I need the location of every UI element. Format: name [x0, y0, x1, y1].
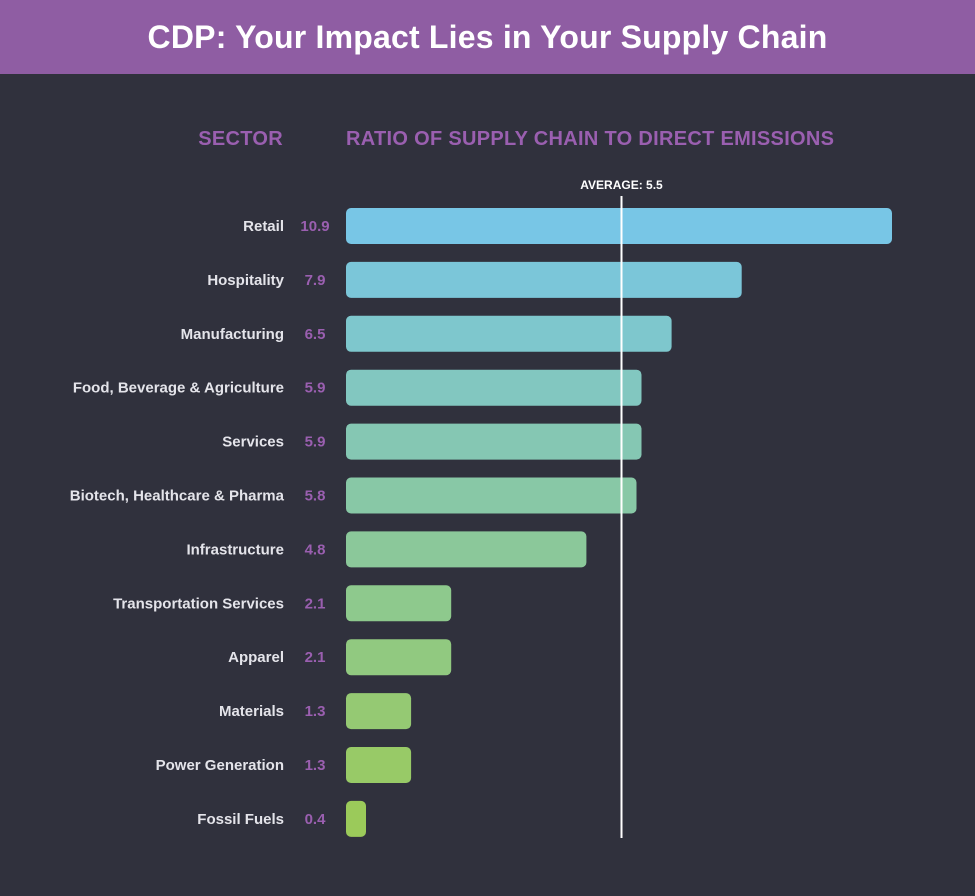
bar-8 [346, 639, 452, 676]
bar-6 [346, 531, 587, 568]
value-label: 1.3 [305, 703, 326, 720]
category-label: Infrastructure [186, 541, 284, 558]
bar-9 [346, 693, 412, 730]
category-label: Food, Beverage & Agriculture [73, 380, 284, 397]
category-label: Manufacturing [181, 326, 284, 343]
category-label: Power Generation [156, 757, 284, 774]
bar-7 [346, 585, 452, 622]
bar-4 [346, 423, 642, 460]
bar-2 [346, 315, 672, 352]
chart-title: CDP: Your Impact Lies in Your Supply Cha… [147, 18, 828, 55]
bar-5 [346, 477, 637, 514]
value-label: 7.9 [305, 272, 326, 289]
value-label: 4.8 [305, 541, 326, 558]
category-label: Transportation Services [113, 595, 284, 612]
category-label: Retail [243, 218, 284, 235]
value-label: 5.9 [305, 380, 326, 397]
value-label: 10.9 [300, 218, 329, 235]
category-label: Materials [219, 703, 284, 720]
value-label: 2.1 [305, 649, 326, 666]
category-label: Biotech, Healthcare & Pharma [70, 488, 285, 505]
category-label: Apparel [228, 649, 284, 666]
bar-3 [346, 369, 642, 406]
category-label: Services [222, 434, 284, 451]
value-label: 6.5 [305, 326, 326, 343]
value-label: 1.3 [305, 757, 326, 774]
bar-10 [346, 747, 412, 783]
value-label: 5.9 [305, 434, 326, 451]
category-label: Fossil Fuels [197, 811, 284, 828]
value-label: 2.1 [305, 595, 326, 612]
bar-0 [346, 208, 892, 244]
sector-column-heading: SECTOR [198, 128, 283, 150]
header-banner: CDP: Your Impact Lies in Your Supply Cha… [0, 0, 975, 74]
value-label: 0.4 [305, 811, 327, 828]
average-label: AVERAGE: 5.5 [580, 178, 663, 192]
bar-1 [346, 261, 742, 298]
bar-11 [346, 800, 366, 837]
ratio-column-heading: RATIO OF SUPPLY CHAIN TO DIRECT EMISSION… [346, 128, 835, 150]
category-label: Hospitality [207, 272, 284, 289]
value-label: 5.8 [305, 488, 326, 505]
